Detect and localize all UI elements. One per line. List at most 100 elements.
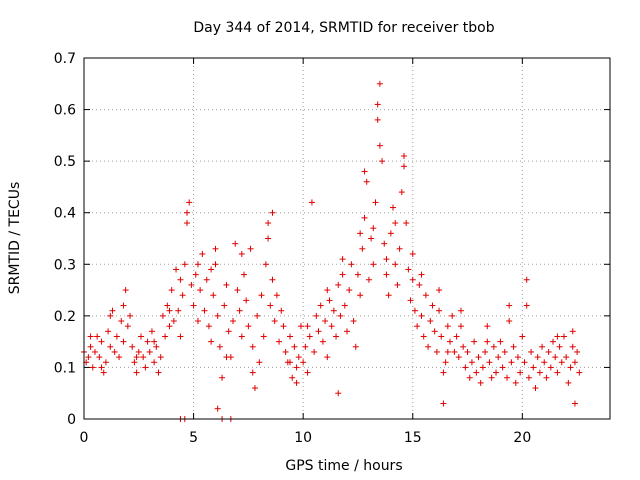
data-point xyxy=(359,245,366,252)
data-point xyxy=(506,318,513,325)
data-point xyxy=(479,364,486,371)
data-point xyxy=(98,338,105,345)
data-point xyxy=(317,302,324,309)
data-point xyxy=(184,220,191,227)
data-point xyxy=(361,168,368,175)
data-point xyxy=(547,364,554,371)
data-point xyxy=(326,297,333,304)
data-point xyxy=(444,348,451,355)
data-point xyxy=(304,323,311,330)
data-point xyxy=(560,333,567,340)
data-point xyxy=(477,379,484,386)
data-point xyxy=(556,343,563,350)
data-point xyxy=(153,343,160,350)
data-point xyxy=(300,359,307,366)
data-point xyxy=(552,354,559,361)
data-point xyxy=(339,256,346,263)
data-point xyxy=(381,240,388,247)
data-point xyxy=(532,385,539,392)
data-point xyxy=(186,199,193,206)
data-point xyxy=(528,348,535,355)
data-point xyxy=(493,369,500,376)
data-point xyxy=(181,261,188,268)
data-point xyxy=(124,323,131,330)
data-point xyxy=(379,158,386,165)
data-point xyxy=(295,354,302,361)
data-point xyxy=(390,204,397,211)
data-point xyxy=(162,333,169,340)
data-point xyxy=(370,225,377,232)
data-point xyxy=(368,235,375,242)
data-point xyxy=(475,354,482,361)
data-point xyxy=(512,379,519,386)
data-point xyxy=(287,333,294,340)
data-point xyxy=(550,338,557,345)
data-point xyxy=(565,379,572,386)
data-point xyxy=(543,374,550,381)
data-point xyxy=(188,281,195,288)
data-point xyxy=(98,364,105,371)
data-point xyxy=(436,307,443,314)
data-point xyxy=(232,240,239,247)
data-point xyxy=(269,209,276,216)
data-point xyxy=(335,390,342,397)
data-point xyxy=(127,312,134,319)
data-point xyxy=(85,354,92,361)
data-point xyxy=(148,328,155,335)
data-point xyxy=(438,333,445,340)
data-point xyxy=(348,261,355,268)
x-axis-label: GPS time / hours xyxy=(285,458,402,474)
data-point xyxy=(346,287,353,294)
data-point xyxy=(444,323,451,330)
data-point xyxy=(240,271,247,278)
data-point xyxy=(146,348,153,355)
data-point xyxy=(170,318,177,325)
data-point xyxy=(499,364,506,371)
data-point xyxy=(311,348,318,355)
data-point xyxy=(223,354,230,361)
data-point xyxy=(328,323,335,330)
data-point xyxy=(396,245,403,252)
data-point xyxy=(251,385,258,392)
data-point xyxy=(159,312,166,319)
data-point xyxy=(330,307,337,314)
data-point xyxy=(293,379,300,386)
data-point xyxy=(258,292,265,299)
data-point xyxy=(455,354,462,361)
data-point xyxy=(400,163,407,170)
data-point xyxy=(214,405,221,412)
data-point xyxy=(460,343,467,350)
data-point xyxy=(302,343,309,350)
data-point xyxy=(484,323,491,330)
data-point xyxy=(422,292,429,299)
data-point xyxy=(392,261,399,268)
data-point xyxy=(140,354,147,361)
data-point xyxy=(449,312,456,319)
data-point xyxy=(107,312,114,319)
data-point xyxy=(313,312,320,319)
data-point xyxy=(269,276,276,283)
data-point xyxy=(120,302,127,309)
data-point xyxy=(249,369,256,376)
data-point xyxy=(357,230,364,237)
data-point xyxy=(541,359,548,366)
data-point xyxy=(497,338,504,345)
data-point xyxy=(190,302,197,309)
data-point xyxy=(409,250,416,257)
data-point xyxy=(276,338,283,345)
data-point xyxy=(122,287,129,294)
data-point xyxy=(135,348,142,355)
x-tick-label: 5 xyxy=(189,430,198,446)
data-point xyxy=(482,348,489,355)
data-point xyxy=(554,369,561,376)
data-point xyxy=(473,369,480,376)
data-point xyxy=(94,333,101,340)
data-point xyxy=(271,318,278,325)
data-point xyxy=(142,364,149,371)
data-point xyxy=(525,374,532,381)
x-tick-label: 0 xyxy=(80,430,89,446)
data-point xyxy=(363,178,370,185)
data-point xyxy=(129,343,136,350)
